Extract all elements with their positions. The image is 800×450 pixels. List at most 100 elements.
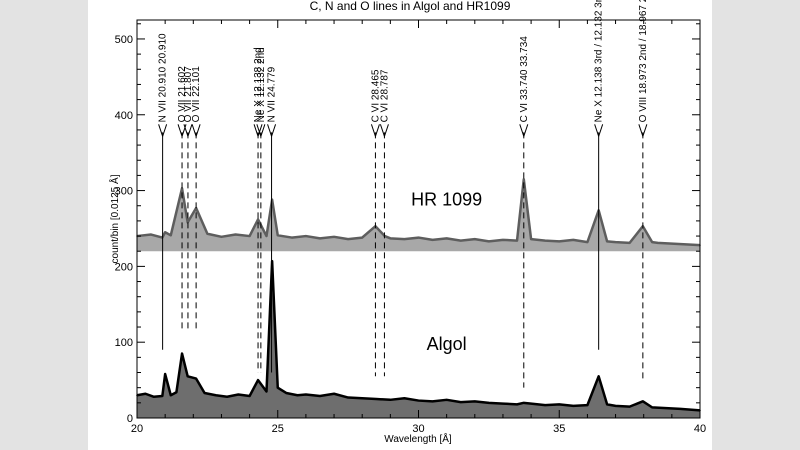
data-point-algol (181, 352, 183, 355)
data-point-algol (257, 379, 259, 381)
data-point-algol (333, 392, 335, 395)
data-point-algol (164, 373, 166, 375)
line-id-fork (260, 124, 266, 137)
data-point-algol (375, 398, 378, 400)
line-id-fork (256, 124, 262, 137)
line-id-label: Ne X 12.132 2nd (256, 47, 267, 122)
data-point-algol (276, 386, 279, 389)
data-point-algol (296, 394, 299, 397)
data-point-algol (203, 392, 206, 394)
line-id-fork (195, 124, 201, 137)
line-id-fork (253, 124, 259, 137)
y-axis: 0 100 200 300 400 500 (115, 23, 700, 425)
data-point-hr-1099 (671, 242, 673, 245)
line-id-fork (191, 124, 197, 137)
data-point-algol (248, 395, 251, 397)
data-point-hr-1099 (164, 231, 166, 234)
line-id-marker: C VI 28.465 (370, 69, 381, 377)
data-point-algol (679, 408, 682, 410)
data-point-algol (516, 403, 518, 406)
data-point-algol (606, 403, 608, 406)
data-point-hr-1099 (614, 241, 617, 243)
data-point-hr-1099 (361, 236, 364, 239)
data-point-algol (586, 404, 589, 406)
line-id-marker: O VIII 18.973 2nd / 18.967 2nd (638, 0, 649, 381)
data-point-hr-1099 (445, 237, 448, 240)
data-point-algol (347, 396, 349, 399)
line-id-fork (181, 124, 187, 137)
line-id-fork (638, 124, 644, 137)
data-point-algol (488, 402, 490, 404)
line-id-label: Ne X 12.138 2nd (253, 47, 264, 122)
line-id-marker: N VII 24.779 (267, 66, 278, 373)
line-id-fork (383, 124, 389, 137)
data-point-hr-1099 (488, 240, 490, 243)
data-point-algol (361, 397, 364, 400)
data-point-hr-1099 (651, 241, 653, 243)
data-point-algol (474, 400, 476, 403)
line-id-marker: C VI 33.740 33.734 (519, 36, 530, 388)
y-axis-title: count/bin [0.0125 Å] (108, 174, 121, 263)
data-point-hr-1099 (319, 237, 321, 240)
x-tick-label: 40 (694, 423, 706, 435)
series-fill-hr-1099 (137, 179, 700, 252)
line-id-label: N VII 20.910 20.910 (158, 33, 169, 122)
data-point-hr-1099 (606, 240, 608, 243)
data-point-algol (175, 391, 178, 394)
data-point-algol (186, 375, 189, 378)
data-point-hr-1099 (628, 242, 631, 244)
line-id-marker: O VII 21.807 (183, 66, 194, 331)
data-point-hr-1099 (522, 178, 525, 180)
data-point-algol (597, 375, 600, 378)
data-point-hr-1099 (169, 234, 172, 237)
line-id-fork (257, 124, 263, 137)
line-id-marker: Ne X 12.138 3rd / 12.132 3rd (594, 0, 605, 350)
data-point-hr-1099 (234, 233, 237, 236)
data-point-algol (558, 403, 561, 406)
line-id-fork (594, 124, 600, 137)
line-id-fork (519, 124, 525, 137)
line-id-fork (379, 124, 385, 137)
line-id-fork (183, 124, 189, 137)
data-point-hr-1099 (276, 234, 279, 237)
y-tick-label: 400 (115, 110, 133, 122)
data-point-hr-1099 (403, 238, 406, 240)
data-point-hr-1099 (558, 240, 561, 243)
data-point-hr-1099 (544, 239, 546, 242)
data-point-hr-1099 (530, 238, 532, 240)
data-point-algol (431, 400, 434, 403)
line-id-marker: O VII 22.101 (191, 66, 202, 331)
data-point-hr-1099 (265, 235, 268, 237)
data-point-hr-1099 (257, 218, 259, 221)
data-point-hr-1099 (248, 235, 251, 237)
data-point-hr-1099 (291, 236, 293, 239)
data-point-algol (459, 401, 462, 403)
y-tick-label: 100 (115, 337, 133, 349)
line-id-fork (523, 124, 529, 137)
data-point-algol (195, 377, 197, 380)
series-label: Algol (427, 334, 467, 354)
data-point-algol (169, 394, 172, 397)
data-point-hr-1099 (586, 241, 589, 243)
line-id-label: N VII 24.779 (267, 66, 278, 122)
data-point-algol (265, 390, 268, 393)
x-axis: 20 25 30 35 40 (131, 20, 706, 435)
line-id-label: C VI 33.740 33.734 (519, 36, 530, 123)
data-point-algol (628, 405, 631, 408)
series-line-algol (136, 259, 701, 412)
data-point-hr-1099 (389, 237, 392, 240)
line-id-fork (271, 124, 277, 137)
line-id-marker: Ne X 12.138 2nd (253, 47, 264, 373)
data-point-hr-1099 (150, 233, 152, 236)
line-id-label: O VII 21.602 (177, 66, 188, 123)
line-id-marker: Ne X 12.132 2nd (256, 47, 267, 373)
data-point-hr-1099 (347, 238, 349, 240)
line-id-label: O VIII 18.973 2nd / 18.967 2nd (638, 0, 649, 122)
data-point-algol (161, 395, 164, 397)
line-id-fork (187, 124, 193, 137)
line-id-label: C VI 28.465 (370, 69, 381, 122)
data-point-algol (153, 395, 155, 398)
data-point-hr-1099 (417, 236, 420, 239)
